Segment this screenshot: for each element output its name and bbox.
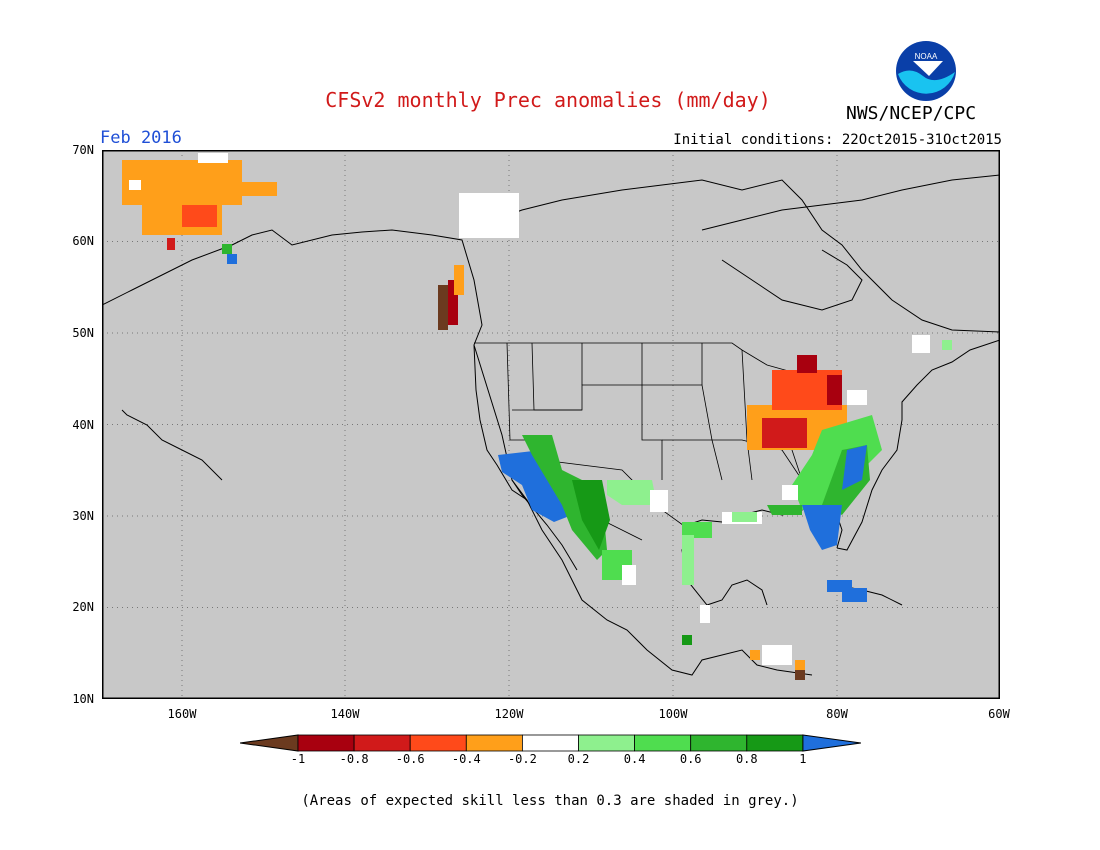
- initial-conditions: Initial conditions: 22Oct2015-31Oct2015: [673, 132, 1002, 148]
- lat-label-10n: 10N: [72, 692, 94, 706]
- colorbar-bin: [465, 734, 523, 752]
- colorbar-tick-label: -0.4: [451, 752, 481, 766]
- forecast-month: Feb 2016: [100, 128, 182, 148]
- colorbar-bin: [297, 734, 355, 752]
- lon-label-160w: 160W: [167, 707, 197, 721]
- lat-label-40n: 40N: [72, 418, 94, 432]
- colorbar-tick-label: 0.4: [623, 752, 646, 766]
- colorbar-tick-label: 0.8: [735, 752, 758, 766]
- colorbar-bin: [521, 734, 579, 752]
- anomaly-map: [102, 150, 1000, 699]
- agency-label: NWS/NCEP/CPC: [846, 103, 977, 124]
- colorbar-bin: [578, 734, 635, 752]
- colorbar-tick-label: -1: [290, 752, 306, 766]
- colorbar-tick-label: 0.6: [679, 752, 702, 766]
- ohio-valley-anomalies: [747, 355, 867, 450]
- lat-label-20n: 20N: [72, 600, 94, 614]
- lon-label-140w: 140W: [330, 707, 360, 721]
- chart-title: CFSv2 monthly Prec anomalies (mm/day): [325, 88, 771, 112]
- logo-text: NOAA: [915, 52, 938, 61]
- colorbar-tick-label: 1: [799, 752, 807, 766]
- noaa-logo: NOAA: [896, 41, 956, 101]
- lat-label-30n: 30N: [72, 509, 94, 523]
- pacific-nw-anomalies: [438, 193, 519, 330]
- lon-label-80w: 80W: [826, 707, 848, 721]
- colorbar-bin: [409, 734, 467, 752]
- lon-label-60w: 60W: [988, 707, 1010, 721]
- colorbar-tick-label: -0.8: [339, 752, 369, 766]
- alaska-anomalies: [122, 153, 277, 264]
- southeast-anomalies: [767, 335, 952, 550]
- southwest-anomalies: [498, 435, 668, 585]
- lat-label-50n: 50N: [72, 326, 94, 340]
- gulf-anomalies: [682, 512, 762, 645]
- lat-label-70n: 70N: [72, 143, 94, 157]
- skill-footnote: (Areas of expected skill less than 0.3 a…: [301, 793, 799, 809]
- caribbean-anomalies: [750, 580, 867, 680]
- colorbar-tick-label: -0.2: [507, 752, 537, 766]
- colorbar-tick-label: -0.6: [395, 752, 425, 766]
- colorbar-tick-label: 0.2: [567, 752, 590, 766]
- colorbar-bin: [690, 734, 748, 752]
- colorbar-bin-min: [240, 734, 299, 752]
- colorbar-bin: [746, 734, 804, 752]
- colorbar-bin-max: [802, 734, 861, 752]
- colorbar: [240, 734, 861, 752]
- lat-label-60n: 60N: [72, 234, 94, 248]
- lon-label-100w: 100W: [658, 707, 688, 721]
- colorbar-bin: [634, 734, 692, 752]
- colorbar-bin: [353, 734, 411, 752]
- lon-label-120w: 120W: [494, 707, 524, 721]
